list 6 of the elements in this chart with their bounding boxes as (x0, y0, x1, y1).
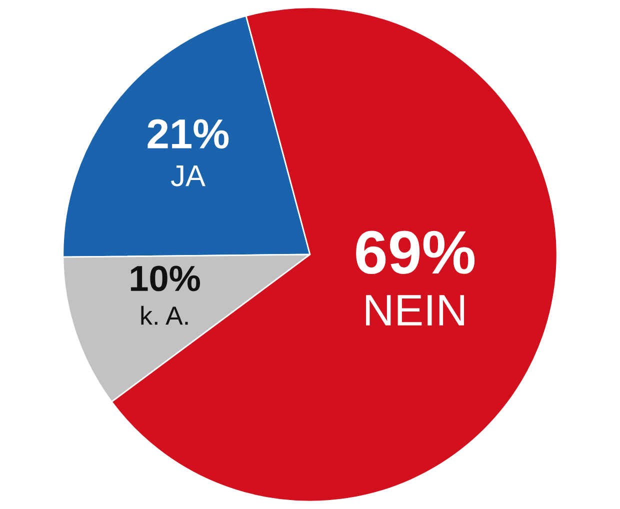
data-label: 21% (148, 119, 229, 149)
data-label: 10% (130, 266, 200, 292)
slice-label: NEIN (366, 295, 464, 326)
data-label: 69% (356, 230, 475, 274)
slice-label: k. A. (141, 306, 188, 325)
slice-label: JA (170, 165, 206, 186)
